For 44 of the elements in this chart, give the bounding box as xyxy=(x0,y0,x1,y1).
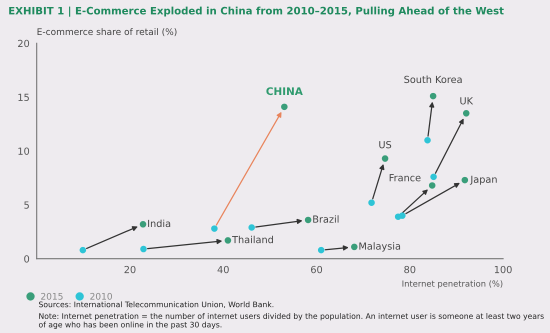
legend-label: 2015 xyxy=(41,292,63,300)
point xyxy=(248,224,255,231)
x-tick-label: 40 xyxy=(218,266,229,274)
annotation: US xyxy=(379,140,392,148)
annotation: Japan xyxy=(470,176,497,185)
annotation: CHINA xyxy=(266,87,303,96)
annotation: Thailand xyxy=(232,236,273,244)
point xyxy=(211,225,218,232)
x-axis-title: Internet penetration (%) xyxy=(402,280,502,288)
point xyxy=(351,244,358,250)
point xyxy=(318,246,324,254)
point xyxy=(140,221,146,228)
annotation: Brazil xyxy=(313,215,339,223)
point xyxy=(140,246,147,252)
x-tick-label: 100 xyxy=(494,266,512,274)
point xyxy=(304,216,312,224)
point xyxy=(424,136,431,144)
x-tick-label: 20 xyxy=(124,266,136,274)
y-tick-label: 0 xyxy=(24,255,30,263)
point xyxy=(368,199,375,206)
chart-title: EXHIBIT 1 | E-Commerce Exploded in China from 2010–2015, Pulling Ahead of the West xyxy=(9,6,504,17)
y-tick-label: 5 xyxy=(24,201,29,209)
y-tick-label: 10 xyxy=(18,147,30,155)
point xyxy=(428,182,436,189)
point xyxy=(462,176,468,184)
y-tick-label: 20 xyxy=(18,40,30,48)
annotation: France xyxy=(390,174,421,182)
annotation: Malaysia xyxy=(359,242,400,252)
x-tick-label: 60 xyxy=(311,266,322,274)
x-tick-label: 80 xyxy=(404,266,416,274)
point xyxy=(80,246,86,254)
y-axis-title: E-commerce share of retail (%) xyxy=(38,28,176,36)
point xyxy=(430,92,436,100)
annotation: South Korea xyxy=(404,76,462,84)
point xyxy=(224,237,232,244)
annotation: India xyxy=(148,220,170,228)
y-tick-label: 15 xyxy=(18,94,29,101)
point xyxy=(430,174,437,180)
point xyxy=(462,110,470,117)
legend-label: 2010 xyxy=(90,292,112,300)
annotation: UK xyxy=(460,97,474,104)
point xyxy=(399,212,406,219)
point xyxy=(281,104,288,110)
point xyxy=(382,155,388,162)
